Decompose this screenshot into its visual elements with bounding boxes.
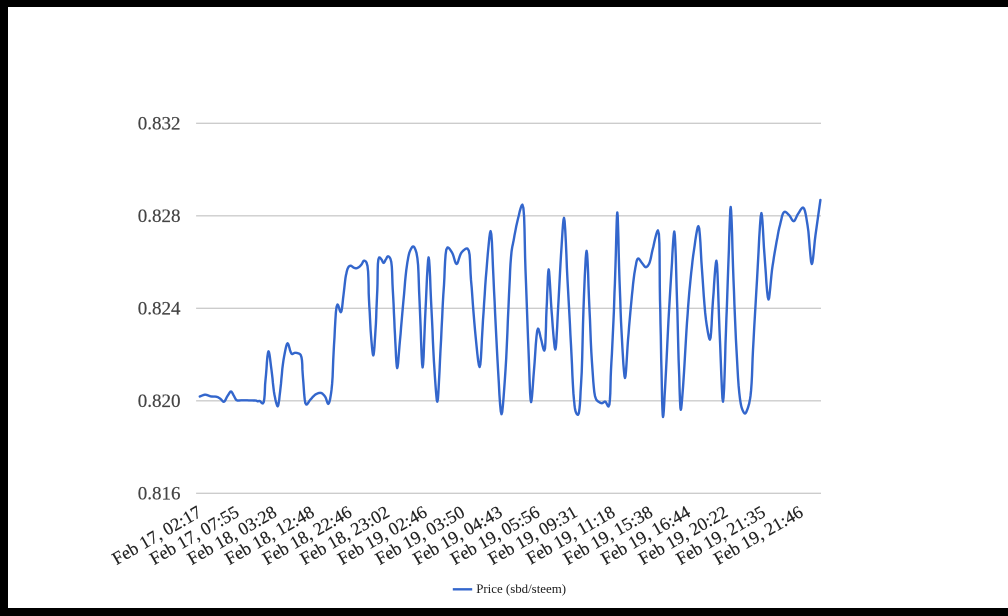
svg-text:Price (sbd/steem): Price (sbd/steem) — [476, 582, 566, 596]
svg-text:0.824: 0.824 — [138, 299, 181, 320]
svg-text:0.816: 0.816 — [138, 484, 181, 505]
svg-text:0.828: 0.828 — [138, 206, 181, 227]
svg-text:0.832: 0.832 — [138, 114, 181, 135]
svg-text:0.820: 0.820 — [138, 391, 181, 412]
